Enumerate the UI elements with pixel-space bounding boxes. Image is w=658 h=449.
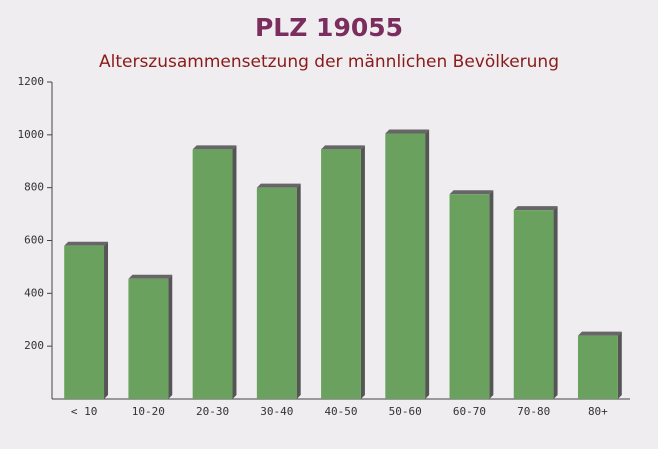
bar-top: [256, 183, 301, 188]
bar-top: [513, 206, 558, 211]
bar-side: [232, 145, 237, 399]
bar: [321, 149, 361, 399]
x-tick-label: 40-50: [324, 405, 357, 418]
x-tick-label: 80+: [588, 405, 608, 418]
chart-subtitle: Alterszusammensetzung der männlichen Bev…: [99, 52, 559, 72]
bar-top: [64, 241, 109, 246]
bar: [256, 187, 297, 399]
bar: [64, 245, 105, 399]
bar-top: [128, 274, 173, 279]
x-tick-label: < 10: [71, 405, 98, 418]
y-tick-label: 1200: [18, 75, 45, 88]
bar: [192, 149, 233, 399]
y-tick-label: 600: [24, 234, 44, 247]
x-tick-label: 50-60: [389, 405, 422, 418]
bar-top: [321, 145, 365, 150]
bar: [513, 210, 554, 399]
bar-top: [385, 129, 430, 134]
bar: [449, 194, 490, 399]
bar: [577, 335, 618, 399]
y-tick-label: 1000: [18, 128, 45, 141]
x-tick-label: 10-20: [132, 405, 165, 418]
y-tick-label: 800: [24, 181, 44, 194]
bar: [128, 278, 169, 399]
bar-side: [104, 241, 109, 399]
bar-side: [553, 206, 558, 399]
bar-side: [425, 129, 430, 399]
bar-side: [489, 190, 494, 399]
bar-side: [296, 183, 301, 399]
bar-top: [449, 190, 494, 195]
bar-side: [617, 331, 622, 399]
bar-top: [192, 145, 237, 150]
bar-top: [577, 331, 622, 336]
x-tick-label: 30-40: [260, 405, 293, 418]
x-tick-label: 70-80: [517, 405, 550, 418]
y-tick-label: 200: [24, 339, 44, 352]
bar: [385, 133, 426, 399]
bar-side: [360, 145, 365, 399]
x-tick-label: 60-70: [453, 405, 486, 418]
chart-title: PLZ 19055: [255, 13, 403, 42]
x-tick-label: 20-30: [196, 405, 229, 418]
bar-side: [168, 274, 173, 399]
y-tick-label: 400: [24, 286, 44, 299]
